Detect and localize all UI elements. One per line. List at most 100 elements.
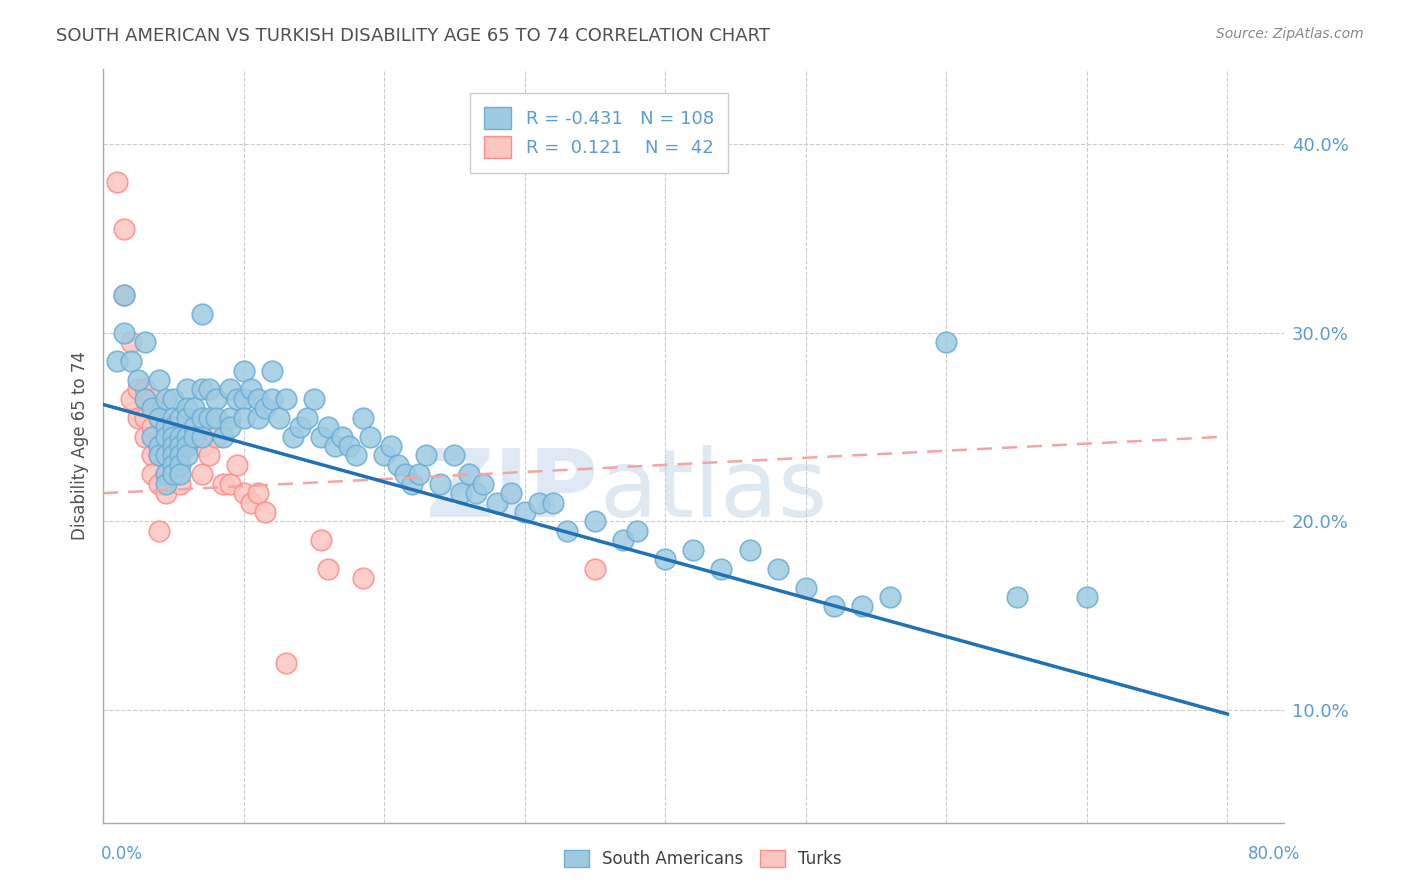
Point bbox=[879, 590, 901, 604]
Point bbox=[309, 533, 332, 548]
Point bbox=[190, 410, 212, 425]
Point bbox=[654, 552, 676, 566]
Point bbox=[527, 495, 550, 509]
Point bbox=[583, 515, 606, 529]
Point bbox=[183, 429, 205, 443]
Point bbox=[260, 363, 283, 377]
Point bbox=[935, 335, 957, 350]
Point bbox=[148, 439, 170, 453]
Point bbox=[162, 429, 184, 443]
Point bbox=[288, 420, 311, 434]
Point bbox=[176, 410, 198, 425]
Point bbox=[246, 392, 269, 406]
Point bbox=[513, 505, 536, 519]
Point bbox=[155, 467, 177, 482]
Point bbox=[134, 383, 156, 397]
Point bbox=[127, 410, 149, 425]
Point bbox=[162, 458, 184, 472]
Point bbox=[246, 410, 269, 425]
Point bbox=[105, 354, 128, 368]
Point bbox=[211, 476, 233, 491]
Point bbox=[352, 410, 374, 425]
Point bbox=[169, 467, 191, 482]
Point bbox=[464, 486, 486, 500]
Point bbox=[225, 458, 247, 472]
Point bbox=[443, 449, 465, 463]
Legend: South Americans, Turks: South Americans, Turks bbox=[557, 843, 849, 875]
Point bbox=[127, 383, 149, 397]
Point bbox=[162, 458, 184, 472]
Point bbox=[197, 383, 219, 397]
Point bbox=[387, 458, 409, 472]
Point bbox=[401, 476, 423, 491]
Point bbox=[162, 467, 184, 482]
Point bbox=[134, 410, 156, 425]
Point bbox=[155, 429, 177, 443]
Point bbox=[120, 392, 142, 406]
Point bbox=[162, 439, 184, 453]
Point bbox=[204, 392, 226, 406]
Point bbox=[260, 392, 283, 406]
Point bbox=[141, 429, 163, 443]
Point bbox=[197, 449, 219, 463]
Point bbox=[218, 383, 240, 397]
Point bbox=[148, 449, 170, 463]
Point bbox=[612, 533, 634, 548]
Point bbox=[218, 410, 240, 425]
Point bbox=[352, 571, 374, 585]
Point bbox=[373, 449, 395, 463]
Point bbox=[176, 439, 198, 453]
Text: 0.0%: 0.0% bbox=[101, 846, 143, 863]
Point bbox=[541, 495, 564, 509]
Point bbox=[738, 542, 761, 557]
Point bbox=[408, 467, 430, 482]
Point bbox=[359, 429, 381, 443]
Point bbox=[176, 401, 198, 416]
Point bbox=[499, 486, 522, 500]
Point bbox=[583, 562, 606, 576]
Point bbox=[239, 383, 262, 397]
Point bbox=[169, 458, 191, 472]
Text: 80.0%: 80.0% bbox=[1249, 846, 1301, 863]
Text: Source: ZipAtlas.com: Source: ZipAtlas.com bbox=[1216, 27, 1364, 41]
Point bbox=[471, 476, 494, 491]
Point bbox=[766, 562, 789, 576]
Point bbox=[112, 288, 135, 302]
Point bbox=[316, 420, 339, 434]
Point bbox=[450, 486, 472, 500]
Point bbox=[429, 476, 451, 491]
Point bbox=[162, 429, 184, 443]
Point bbox=[155, 449, 177, 463]
Point bbox=[105, 175, 128, 189]
Point bbox=[141, 401, 163, 416]
Point bbox=[120, 335, 142, 350]
Point bbox=[190, 307, 212, 321]
Point bbox=[225, 392, 247, 406]
Point bbox=[457, 467, 479, 482]
Point bbox=[141, 449, 163, 463]
Point bbox=[148, 410, 170, 425]
Point bbox=[267, 410, 290, 425]
Point bbox=[155, 486, 177, 500]
Point bbox=[169, 476, 191, 491]
Point bbox=[823, 599, 845, 614]
Point bbox=[415, 449, 437, 463]
Point bbox=[232, 486, 254, 500]
Point bbox=[1076, 590, 1098, 604]
Point bbox=[169, 429, 191, 443]
Point bbox=[316, 562, 339, 576]
Point bbox=[485, 495, 508, 509]
Point bbox=[183, 401, 205, 416]
Point bbox=[169, 449, 191, 463]
Point bbox=[148, 373, 170, 387]
Point bbox=[162, 392, 184, 406]
Point bbox=[176, 429, 198, 443]
Point bbox=[197, 410, 219, 425]
Point bbox=[851, 599, 873, 614]
Point bbox=[134, 392, 156, 406]
Point bbox=[183, 420, 205, 434]
Point bbox=[218, 476, 240, 491]
Text: atlas: atlas bbox=[599, 445, 827, 537]
Point bbox=[148, 449, 170, 463]
Point bbox=[302, 392, 325, 406]
